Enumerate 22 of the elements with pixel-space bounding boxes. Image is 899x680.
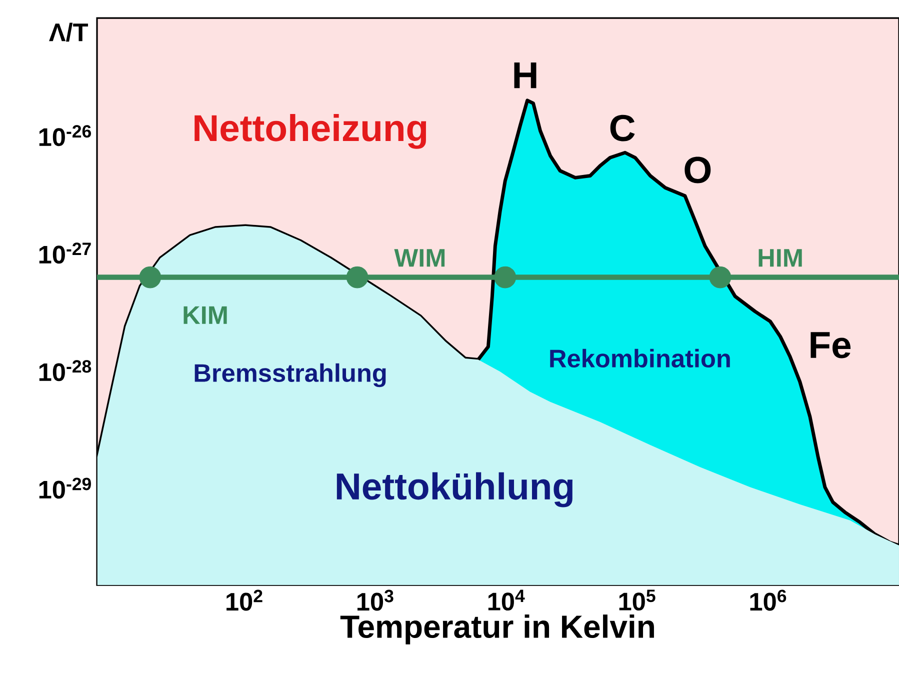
annotation: WIM: [394, 249, 445, 267]
annotation: Nettoheizung: [194, 114, 426, 149]
annotation: Nettokühlung: [336, 472, 572, 508]
y-tick-label: 10$^{-29}$: [39, 478, 91, 499]
x-tick-label: 10$^{3}$: [357, 590, 394, 611]
annotation: Fe: [810, 332, 851, 358]
annotation: O: [684, 156, 711, 184]
annotation: C: [610, 114, 635, 142]
y-tick-label: 10$^{-28}$: [39, 360, 92, 382]
x-axis-title: Temperatur in Kelvin: [340, 614, 654, 644]
x-tick-label: 10$^{6}$: [750, 590, 786, 611]
y-tick-label: 10$^{-26}$: [39, 125, 91, 146]
annotation: KIM: [184, 306, 227, 324]
x-tick-label: 10$^{5}$: [619, 590, 656, 611]
annotation: Bremsstrahlung: [194, 363, 386, 388]
annotation: HIM: [758, 249, 802, 267]
y-tick-label: 10$^{-27}$: [39, 242, 91, 264]
x-tick-label: 10$^{4}$: [488, 590, 525, 611]
annotation: Rekombination: [550, 348, 730, 368]
y-axis-title: Λ/T: [49, 22, 88, 42]
annotation: H: [514, 62, 536, 88]
x-tick-label: 10$^{2}$: [226, 590, 262, 611]
